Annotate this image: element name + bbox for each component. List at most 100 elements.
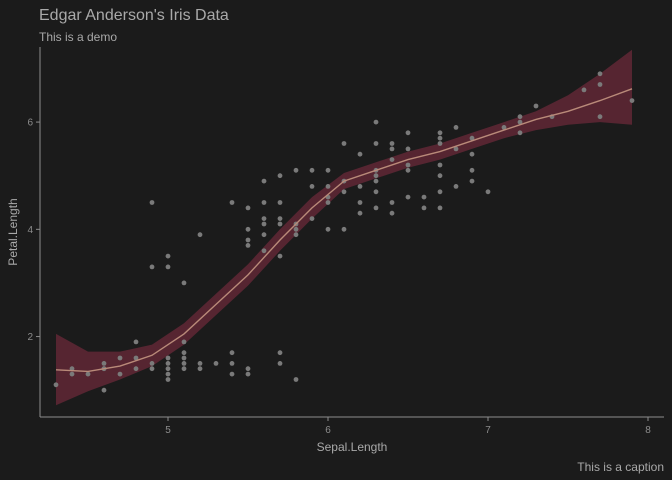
data-point-103 <box>437 162 443 168</box>
data-point-16 <box>149 200 155 205</box>
data-point-105 <box>453 146 459 152</box>
data-point-3 <box>85 371 91 377</box>
data-point-29 <box>181 280 187 286</box>
data-point-119 <box>597 82 603 87</box>
data-point-96 <box>421 205 427 211</box>
data-point-53 <box>277 253 283 259</box>
data-point-41 <box>245 237 251 243</box>
data-point-0 <box>53 382 59 388</box>
data-point-104 <box>453 184 459 189</box>
chart-title: Edgar Anderson's Iris Data <box>39 7 229 24</box>
data-point-57 <box>293 377 299 382</box>
data-point-17 <box>165 366 171 372</box>
confidence-band-layer <box>56 49 632 406</box>
data-point-115 <box>517 119 523 125</box>
data-point-108 <box>469 167 475 173</box>
data-point-118 <box>581 87 587 93</box>
x-tick-label-8: 8 <box>645 425 651 436</box>
data-point-61 <box>293 167 299 173</box>
data-point-60 <box>293 232 299 238</box>
chart-subtitle: This is a demo <box>39 30 117 44</box>
data-point-99 <box>437 173 443 179</box>
data-point-21 <box>165 371 171 377</box>
data-point-74 <box>357 200 363 205</box>
data-point-9 <box>117 355 123 361</box>
data-point-90 <box>405 194 411 200</box>
data-point-15 <box>149 264 155 270</box>
data-point-116 <box>533 103 539 109</box>
data-point-42 <box>245 243 251 248</box>
confidence-band <box>56 49 632 406</box>
data-point-91 <box>405 130 411 136</box>
data-point-59 <box>293 226 299 232</box>
data-point-22 <box>165 253 171 259</box>
data-point-62 <box>309 184 315 189</box>
data-point-93 <box>405 167 411 173</box>
data-point-100 <box>437 130 443 136</box>
data-point-70 <box>341 189 347 195</box>
data-point-8 <box>117 371 123 377</box>
data-point-80 <box>373 205 379 211</box>
data-point-10 <box>133 366 139 372</box>
data-point-55 <box>277 221 283 227</box>
data-point-67 <box>325 167 331 173</box>
data-point-95 <box>421 194 427 200</box>
data-point-40 <box>245 226 251 232</box>
data-point-122 <box>629 98 635 103</box>
data-point-23 <box>165 264 171 270</box>
data-point-112 <box>501 125 507 130</box>
data-point-83 <box>373 173 379 179</box>
data-point-28 <box>181 339 187 345</box>
data-point-24 <box>181 366 187 372</box>
data-point-98 <box>437 205 443 211</box>
data-point-101 <box>437 135 443 141</box>
data-point-18 <box>165 361 171 366</box>
data-point-25 <box>181 361 187 366</box>
y-axis-ticks: 2 4 6 <box>27 118 40 343</box>
data-point-110 <box>469 151 475 157</box>
data-point-26 <box>181 350 187 356</box>
data-point-92 <box>405 146 411 152</box>
data-point-84 <box>373 119 379 125</box>
data-point-89 <box>389 141 395 146</box>
data-point-102 <box>437 141 443 146</box>
data-point-44 <box>261 248 267 254</box>
data-point-73 <box>341 141 347 146</box>
data-point-39 <box>245 366 251 372</box>
data-point-68 <box>325 184 331 189</box>
data-point-106 <box>453 125 459 130</box>
smooth-line-layer <box>55 88 633 373</box>
data-point-78 <box>373 189 379 195</box>
data-point-36 <box>229 371 235 377</box>
data-point-13 <box>149 366 155 372</box>
data-point-86 <box>389 210 395 216</box>
smooth-line <box>55 88 633 373</box>
data-point-109 <box>469 135 475 141</box>
data-point-12 <box>133 339 139 345</box>
data-point-65 <box>325 200 331 205</box>
data-point-51 <box>277 350 283 356</box>
data-point-35 <box>229 361 235 366</box>
data-point-63 <box>309 216 315 222</box>
x-axis-title: Sepal.Length <box>317 440 388 454</box>
data-point-37 <box>229 200 235 205</box>
data-point-45 <box>261 216 267 222</box>
data-point-43 <box>245 205 251 211</box>
data-point-6 <box>101 387 107 393</box>
data-point-66 <box>325 226 331 232</box>
y-tick-label-2: 2 <box>27 332 33 343</box>
x-axis-ticks: 5 6 7 8 <box>165 417 651 436</box>
data-point-88 <box>389 146 395 152</box>
data-point-85 <box>389 200 395 205</box>
data-point-64 <box>309 167 315 173</box>
data-point-38 <box>245 371 251 377</box>
data-point-50 <box>277 361 283 366</box>
x-tick-label-6: 6 <box>325 425 331 436</box>
data-point-47 <box>261 200 267 205</box>
data-point-2 <box>69 371 75 377</box>
y-tick-label-6: 6 <box>27 118 33 129</box>
data-point-49 <box>261 178 267 184</box>
data-point-76 <box>357 184 363 189</box>
data-point-34 <box>229 350 235 356</box>
data-point-75 <box>357 210 363 216</box>
